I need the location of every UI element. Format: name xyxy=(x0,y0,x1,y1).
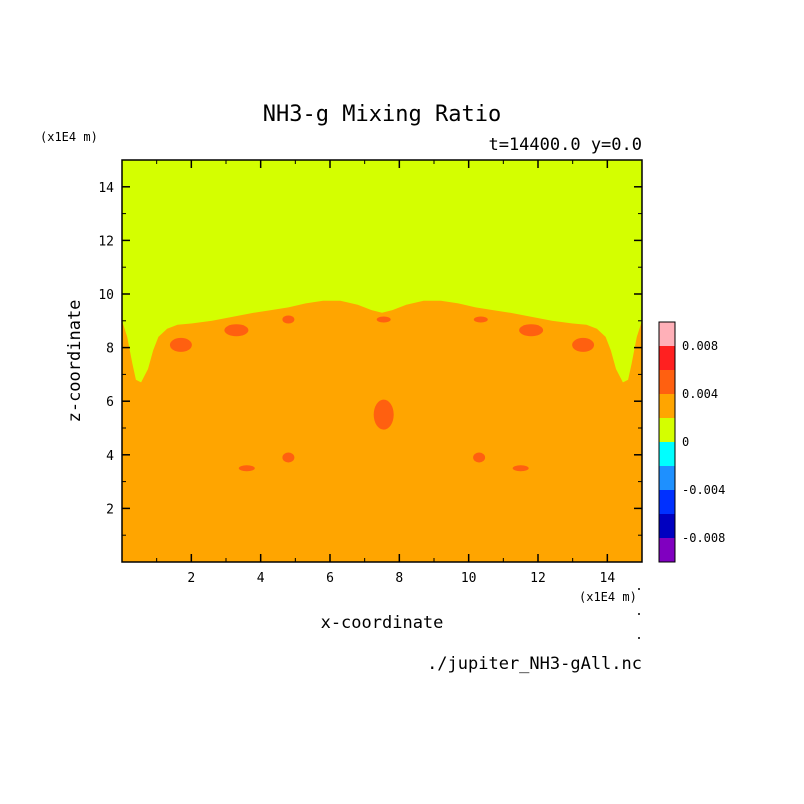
colorbar-swatch xyxy=(659,442,675,466)
colorbar-swatch xyxy=(659,370,675,394)
colorbar-swatch xyxy=(659,466,675,490)
chart-subtitle: t=14400.0 y=0.0 xyxy=(488,135,642,155)
chart-title: NH3-g Mixing Ratio xyxy=(263,102,501,127)
contour-blob xyxy=(169,337,192,352)
contour-blob xyxy=(282,452,295,463)
colorbar-swatch xyxy=(659,538,675,562)
x-axis: 2 4 6 8 10 12 14 xyxy=(156,160,616,586)
x-tick-label: 2 xyxy=(187,571,195,586)
colorbar-label: -0.008 xyxy=(682,531,725,545)
y-tick-label: 10 xyxy=(98,288,114,303)
decorative-dots xyxy=(638,588,640,639)
y-tick-label: 14 xyxy=(98,181,114,196)
plot-frame xyxy=(121,159,643,563)
contour-blob xyxy=(373,399,394,430)
x-tick-label: 6 xyxy=(326,571,334,586)
x-tick-label: 12 xyxy=(530,571,546,586)
y-tick-label: 8 xyxy=(106,342,114,357)
y-tick-label: 12 xyxy=(98,234,114,249)
y-tick-label: 4 xyxy=(106,449,114,464)
colorbar-swatch xyxy=(659,490,675,514)
plot-area xyxy=(122,160,642,562)
colorbar-label: 0 xyxy=(682,435,689,449)
colorbar-swatch xyxy=(659,394,675,418)
colorbar-swatch xyxy=(659,514,675,538)
x-tick-label: 8 xyxy=(395,571,403,586)
colorbar: 0.008 0.004 0 -0.004 -0.008 xyxy=(658,321,725,563)
contour-blob xyxy=(519,324,544,337)
colorbar-label: -0.004 xyxy=(682,483,725,497)
y-axis-label: z-coordinate xyxy=(65,300,85,423)
y-tick-label: 2 xyxy=(106,502,114,517)
source-file-label: ./jupiter_NH3-gAll.nc xyxy=(427,654,642,674)
colorbar-swatch xyxy=(659,346,675,370)
x-axis-label: x-coordinate xyxy=(321,613,444,633)
contour-blob xyxy=(238,465,255,472)
contour-blob xyxy=(473,316,488,323)
contour-blob xyxy=(473,452,486,463)
contour-blob xyxy=(512,465,529,472)
contour-blob xyxy=(572,337,595,352)
colorbar-frame xyxy=(658,321,676,563)
y-tick-label: 6 xyxy=(106,395,114,410)
x-tick-label: 10 xyxy=(461,571,477,586)
colorbar-swatch xyxy=(659,418,675,442)
x-tick-label: 14 xyxy=(600,571,616,586)
contour-blob xyxy=(376,316,391,323)
colorbar-swatch xyxy=(659,322,675,346)
y-unit-label: (x1E4 m) xyxy=(40,130,98,144)
colorbar-label: 0.008 xyxy=(682,339,718,353)
x-tick-label: 4 xyxy=(257,571,265,586)
x-unit-label: (x1E4 m) xyxy=(579,590,637,604)
contour-blob xyxy=(224,324,249,337)
y-axis: 2 4 6 8 10 12 14 xyxy=(98,181,642,536)
lower-region xyxy=(122,300,642,562)
contour-blob xyxy=(282,315,295,324)
colorbar-label: 0.004 xyxy=(682,387,718,401)
